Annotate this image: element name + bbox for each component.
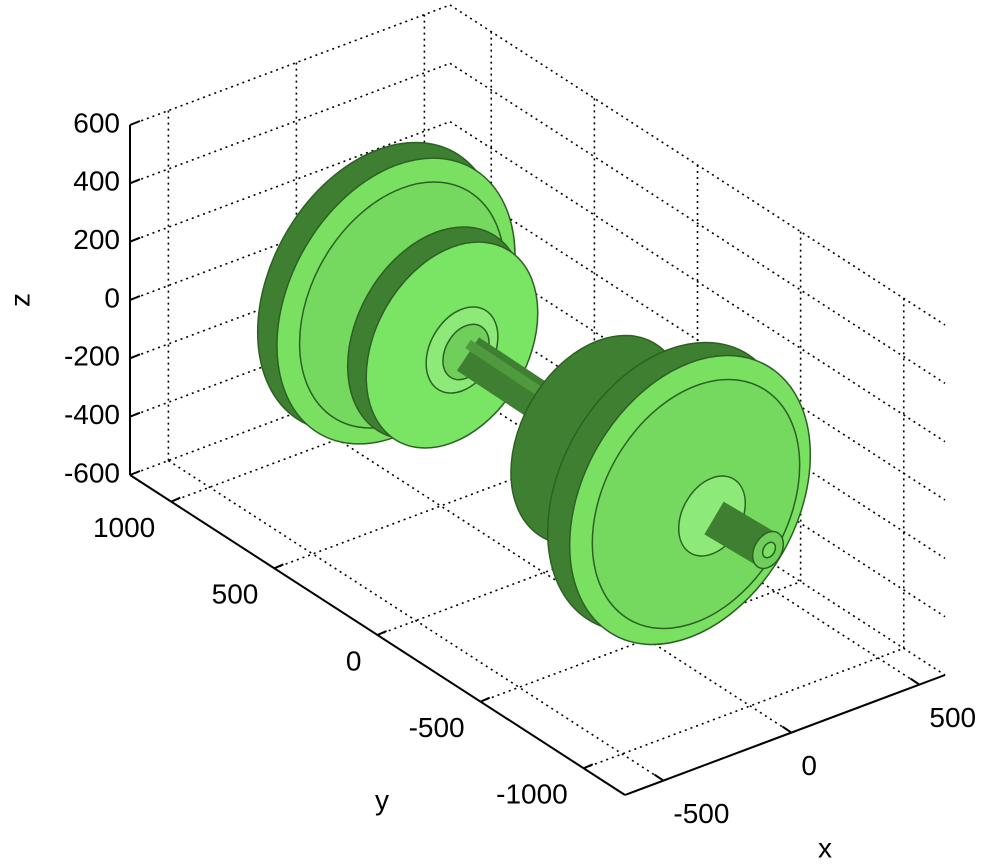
x-axis-label: x bbox=[818, 832, 832, 863]
x-tick-label: 500 bbox=[929, 702, 976, 733]
x-tick-label: -500 bbox=[673, 798, 729, 829]
z-tick-label: -400 bbox=[64, 399, 120, 430]
y-tick-label: 1000 bbox=[93, 512, 155, 543]
z-tick-label: 0 bbox=[104, 282, 120, 313]
background bbox=[0, 0, 995, 865]
z-tick-label: -600 bbox=[64, 457, 120, 488]
z-tick-label: 200 bbox=[73, 224, 120, 255]
y-tick-label: 500 bbox=[212, 579, 259, 610]
z-axis-label: z bbox=[4, 293, 35, 307]
y-tick-label: 0 bbox=[346, 645, 362, 676]
x-tick-label: 0 bbox=[801, 750, 817, 781]
y-tick-label: -1000 bbox=[496, 779, 568, 810]
y-tick-label: -500 bbox=[409, 712, 465, 743]
z-tick-label: 600 bbox=[73, 107, 120, 138]
chart: -600 -400 -200 0 200 400 600 -1000 -500 0 500 1000 -… bbox=[0, 0, 995, 865]
z-tick-label: -200 bbox=[64, 341, 120, 372]
y-axis-label: y bbox=[375, 784, 389, 815]
z-tick-label: 400 bbox=[73, 166, 120, 197]
